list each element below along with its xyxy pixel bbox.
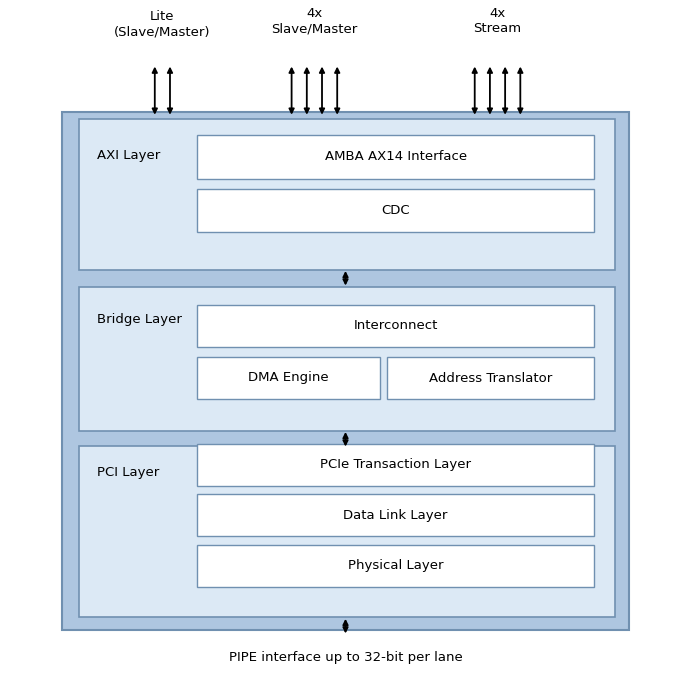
Bar xyxy=(62,112,629,630)
Bar xyxy=(197,494,594,536)
Bar xyxy=(79,446,615,617)
Bar xyxy=(387,357,594,399)
Text: Address Translator: Address Translator xyxy=(429,372,552,384)
Bar xyxy=(197,189,594,232)
Text: Lite
(Slave/Master): Lite (Slave/Master) xyxy=(114,10,211,38)
Text: AMBA AX14 Interface: AMBA AX14 Interface xyxy=(325,150,466,163)
Text: Bridge Layer: Bridge Layer xyxy=(97,313,182,326)
Bar xyxy=(197,135,594,178)
Text: PCI Layer: PCI Layer xyxy=(97,466,159,480)
Bar xyxy=(197,304,594,346)
Bar xyxy=(197,545,594,587)
Text: PIPE interface up to 32-bit per lane: PIPE interface up to 32-bit per lane xyxy=(229,652,462,664)
Text: Physical Layer: Physical Layer xyxy=(348,559,444,572)
Bar xyxy=(79,287,615,430)
Bar xyxy=(197,357,380,399)
Bar xyxy=(197,444,594,486)
Text: DMA Engine: DMA Engine xyxy=(248,372,329,384)
Bar xyxy=(79,119,615,270)
Text: Interconnect: Interconnect xyxy=(353,319,438,332)
Text: Data Link Layer: Data Link Layer xyxy=(343,509,448,522)
Text: 4x
Slave/Master: 4x Slave/Master xyxy=(272,7,357,35)
Text: AXI Layer: AXI Layer xyxy=(97,149,160,162)
Text: CDC: CDC xyxy=(381,204,410,217)
Text: PCIe Transaction Layer: PCIe Transaction Layer xyxy=(320,458,471,471)
Text: 4x
Stream: 4x Stream xyxy=(473,7,522,35)
